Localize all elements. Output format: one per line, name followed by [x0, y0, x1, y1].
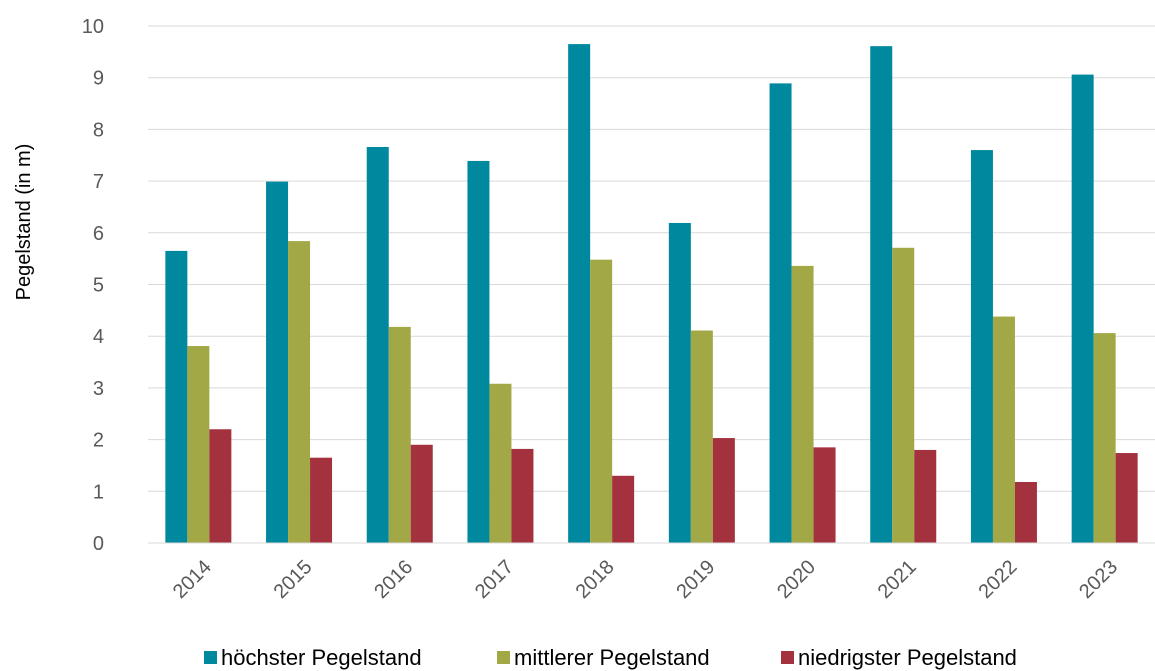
bar-2018-series-2: [590, 259, 613, 543]
bar-2016-series-1: [366, 146, 389, 543]
x-tick-label: 2019: [672, 556, 719, 603]
y-tick-label: 2: [93, 430, 104, 452]
y-tick-label: 0: [93, 533, 104, 555]
bar-2014-series-2: [187, 346, 210, 543]
bar-2015-series-1: [266, 181, 289, 543]
y-tick-label: 7: [93, 171, 104, 193]
x-tick-label: 2015: [270, 556, 317, 603]
x-tick-label: 2016: [370, 556, 417, 603]
y-tick-label: 3: [93, 378, 104, 400]
bar-2022-series-3: [1014, 481, 1037, 543]
bar-2021-series-3: [914, 449, 937, 543]
x-axis-ticks: 2014 2015 2016 2017 2018 2019 2020 2021 2022 2023: [169, 556, 1122, 603]
bar-2017-series-1: [467, 160, 490, 543]
bar-2017-series-2: [489, 383, 512, 543]
bar-2015-series-3: [310, 457, 333, 543]
bar-2016-series-2: [388, 326, 411, 543]
bar-2021-series-1: [870, 46, 893, 544]
x-tick-label: 2023: [1075, 556, 1122, 603]
bar-2023-series-3: [1115, 453, 1138, 543]
bar-2015-series-2: [288, 241, 311, 543]
y-axis-label: Pegelstand (in m): [13, 144, 35, 301]
gridlines: [148, 25, 1155, 492]
bars: [165, 44, 1138, 544]
x-tick-label: 2017: [471, 556, 518, 603]
legend-swatch: [781, 651, 794, 664]
bar-2019-series-2: [690, 330, 713, 543]
bar-2018-series-3: [612, 475, 635, 543]
legend-swatch: [204, 651, 217, 664]
bar-2022-series-1: [970, 150, 993, 543]
bar-2023-series-2: [1093, 333, 1116, 543]
bar-2021-series-2: [892, 247, 915, 543]
legend-label: mittlerer Pegelstand: [514, 645, 710, 670]
y-tick-label: 10: [82, 16, 104, 38]
bar-2023-series-1: [1071, 74, 1094, 544]
bar-2014-series-1: [165, 250, 188, 543]
x-tick-label: 2020: [773, 556, 820, 603]
legend: höchster Pegelstand mittlerer Pegelstand n…: [204, 645, 1017, 670]
y-tick-label: 8: [93, 119, 104, 141]
bar-2016-series-3: [410, 444, 433, 543]
y-tick-label: 4: [93, 326, 104, 348]
x-tick-label: 2018: [572, 556, 619, 603]
bar-2020-series-1: [769, 83, 792, 544]
bar-2020-series-3: [813, 447, 836, 543]
y-tick-label: 6: [93, 223, 104, 245]
legend-label: höchster Pegelstand: [221, 645, 422, 670]
y-tick-label: 5: [93, 275, 104, 297]
legend-label: niedrigster Pegelstand: [798, 645, 1017, 670]
bar-2022-series-2: [992, 316, 1015, 543]
x-tick-label: 2021: [874, 556, 921, 603]
bar-2020-series-2: [791, 265, 814, 543]
bar-2018-series-1: [568, 44, 591, 543]
bar-2019-series-1: [668, 222, 691, 544]
bar-2017-series-3: [511, 448, 534, 543]
x-tick-label: 2014: [169, 556, 216, 603]
bar-2014-series-3: [209, 429, 232, 543]
y-axis-ticks: 0 1 2 3 4 5 6 7 8 9 10: [82, 16, 104, 555]
bar-2019-series-3: [712, 438, 735, 543]
y-tick-label: 1: [93, 481, 104, 503]
y-tick-label: 9: [93, 68, 104, 90]
legend-swatch: [497, 651, 510, 664]
x-tick-label: 2022: [974, 556, 1021, 603]
